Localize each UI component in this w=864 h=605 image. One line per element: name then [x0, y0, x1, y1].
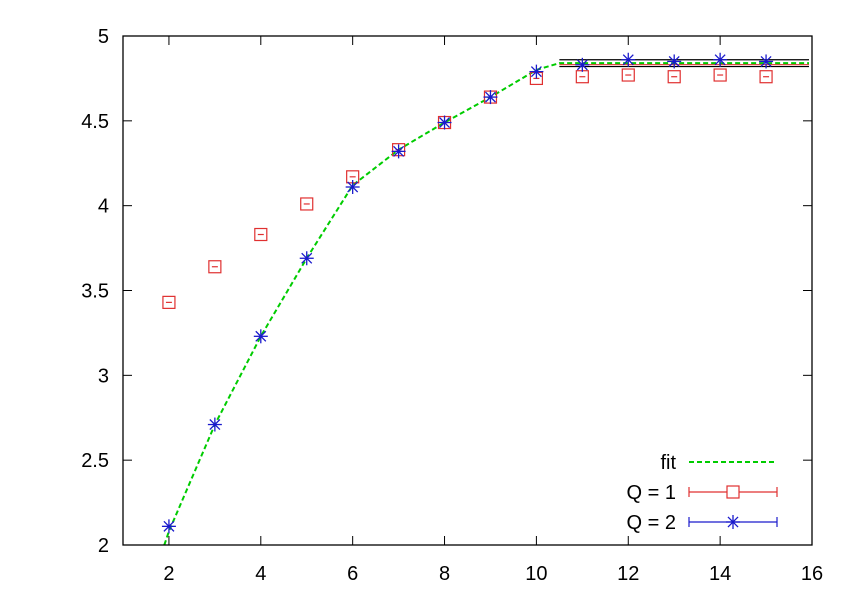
q2-point	[713, 52, 728, 67]
q2-point	[667, 54, 682, 69]
legend: fit Q = 1 Q = 2	[627, 452, 778, 534]
x-tick-label: 14	[709, 563, 731, 585]
q1-point	[208, 260, 222, 274]
q2-point	[759, 54, 774, 69]
q2-series	[161, 52, 774, 534]
y-tick-label: 4	[98, 196, 109, 218]
x-tick-label: 8	[439, 563, 450, 585]
legend-label: Q = 2	[627, 512, 676, 534]
q2-point	[161, 519, 176, 534]
q2-point	[391, 144, 406, 159]
q1-point	[713, 68, 727, 82]
x-tick-label: 4	[255, 563, 266, 585]
q2-point	[345, 180, 360, 195]
x-tick-label: 16	[801, 563, 823, 585]
q2-point	[621, 52, 636, 67]
q1-point	[254, 227, 268, 242]
legend-label: Q = 1	[627, 482, 676, 504]
q2-point	[437, 115, 452, 130]
q2-point	[253, 329, 268, 344]
y-tick-label: 3.5	[81, 281, 109, 303]
legend-swatch-q1	[726, 485, 740, 499]
q2-point	[207, 417, 222, 432]
q1-point	[300, 197, 314, 211]
q2-point	[483, 90, 498, 105]
y-tick-label: 5	[98, 26, 109, 48]
legend-swatch-q2	[726, 515, 740, 529]
q2-point	[299, 251, 314, 266]
y-tick-label: 4.5	[81, 111, 109, 133]
q1-point	[162, 295, 176, 309]
x-tick-label: 10	[525, 563, 547, 585]
q1-point	[759, 70, 773, 84]
q1-series	[162, 68, 773, 309]
legend-label: fit	[660, 452, 676, 474]
y-tick-label: 2.5	[81, 450, 109, 472]
q1-point	[621, 68, 635, 82]
q2-point	[575, 57, 590, 72]
y-tick-label: 3	[98, 365, 109, 387]
q2-point	[529, 64, 544, 79]
axes: 2 4 6 8 10 12 14 16 2 2.5 3 3.5 4 4.5 5	[81, 26, 823, 585]
q1-point	[667, 70, 681, 84]
x-tick-label: 12	[617, 563, 639, 585]
x-tick-label: 2	[163, 563, 174, 585]
x-tick-label: 6	[347, 563, 358, 585]
y-tick-label: 2	[98, 535, 109, 557]
